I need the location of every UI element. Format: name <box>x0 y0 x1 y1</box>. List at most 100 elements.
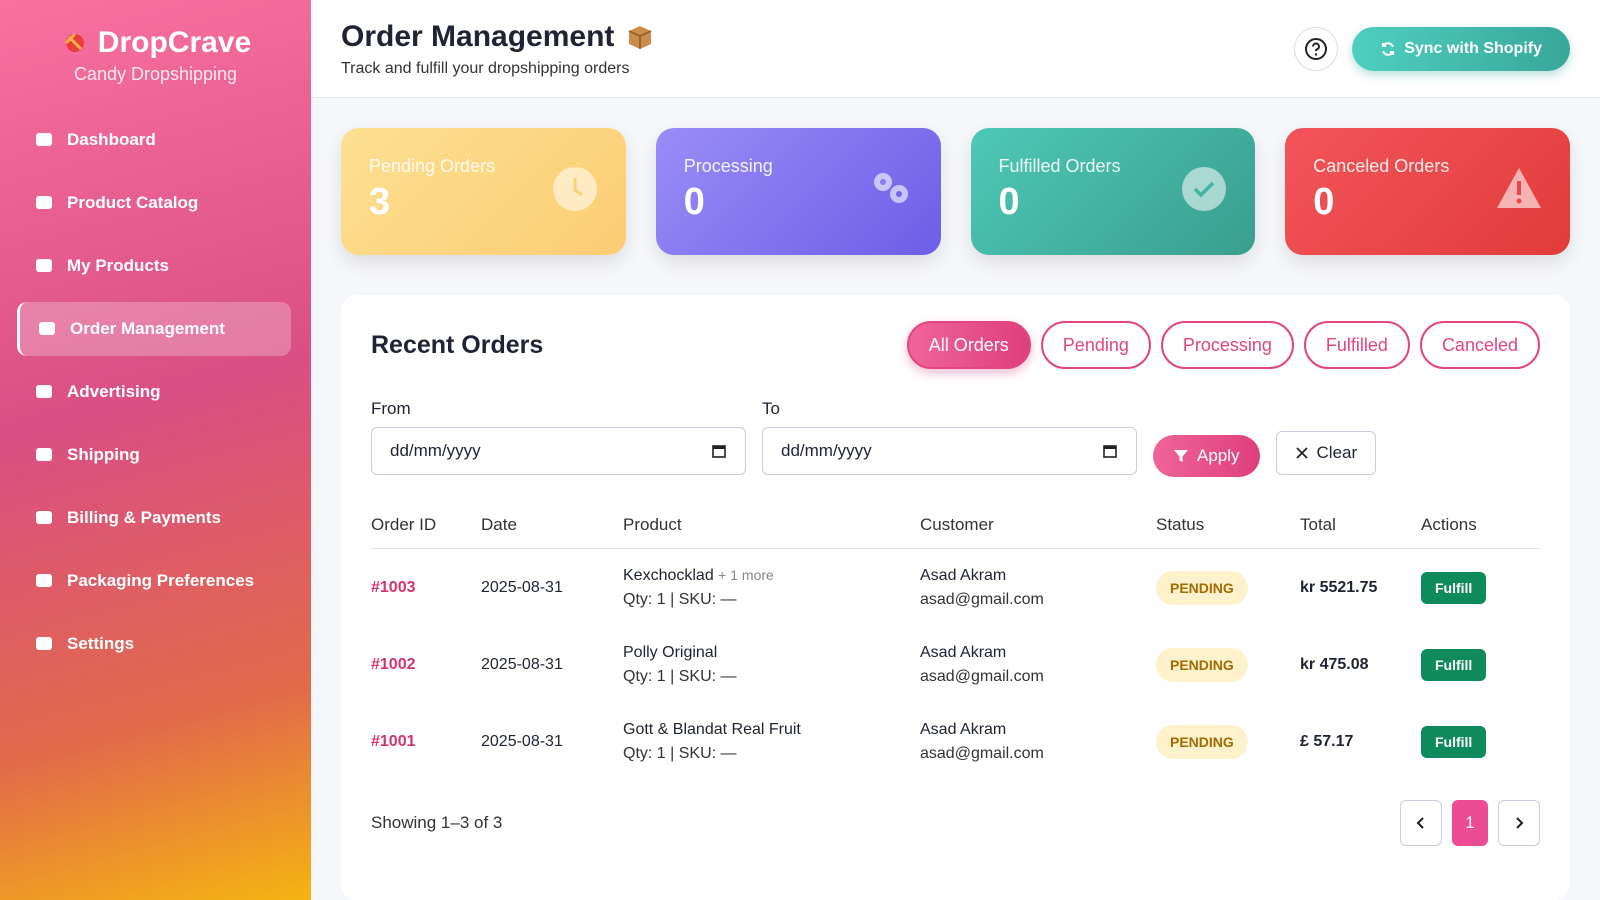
filter-button[interactable]: Pending <box>1040 321 1151 369</box>
to-label: To <box>762 399 780 418</box>
nav-label: Dashboard <box>67 130 156 149</box>
next-page[interactable] <box>1498 800 1540 846</box>
nav: Dashboard Product Catalog My Products Order… <box>0 113 311 671</box>
stat-label: Fulfilled Orders <box>998 156 1121 176</box>
order-row: #1003 2025-08-31 Kexchocklad + 1 more Qty: … <box>371 549 1540 626</box>
product-meta: Qty: 1 | SKU: — <box>623 744 737 762</box>
header: Order Management Track and fulfill your … <box>311 0 1600 98</box>
product-meta: Qty: 1 | SKU: — <box>623 590 737 608</box>
nav-label: Product Catalog <box>67 193 199 212</box>
from-field: From dd/mm/yyyy <box>371 399 746 475</box>
product-name: Polly Original <box>623 643 718 661</box>
showing-text: Showing 1–3 of 3 <box>371 813 503 832</box>
prev-page[interactable] <box>1400 800 1442 846</box>
from-input[interactable]: dd/mm/yyyy <box>371 427 746 475</box>
nav-label: Shipping <box>67 445 140 464</box>
actions-cell: Fulfill <box>1421 571 1540 604</box>
order-id[interactable]: #1002 <box>371 655 416 673</box>
header-text: Order Management Track and fulfill your … <box>341 20 654 78</box>
order-date: 2025-08-31 <box>481 655 563 673</box>
to-input[interactable]: dd/mm/yyyy <box>762 427 1137 475</box>
fulfill-button[interactable]: Fulfill <box>1421 725 1487 758</box>
customer-cell: Asad Akram asad@gmail.com <box>920 644 1156 686</box>
nav-label: Order Management <box>70 319 225 338</box>
filters: All Orders Pending Processing Fulfilled Canc… <box>906 321 1540 369</box>
order-id[interactable]: #1003 <box>371 578 416 596</box>
nav-item[interactable]: Shipping <box>17 428 291 482</box>
customer-email: asad@gmail.com <box>920 590 1044 608</box>
product-line: Gott & Blandat Real Fruit <box>623 721 920 739</box>
column-header: Actions <box>1421 514 1477 534</box>
product-line: Kexchocklad + 1 more <box>623 567 920 585</box>
from-placeholder: dd/mm/yyyy <box>390 441 481 460</box>
fulfill-button[interactable]: Fulfill <box>1421 571 1487 604</box>
current-page[interactable]: 1 <box>1452 800 1488 846</box>
stat-card: Fulfilled Orders 0 <box>970 128 1256 255</box>
product-name: Gott & Blandat Real Fruit <box>623 720 801 738</box>
order-row: #1001 2025-08-31 Gott & Blandat Real Fruit… <box>371 703 1540 780</box>
icon <box>36 385 52 398</box>
brand-icon <box>64 32 84 52</box>
order-date: 2025-08-31 <box>481 578 563 596</box>
nav-item[interactable]: Order Management <box>17 302 291 356</box>
column-header: Status <box>1156 514 1205 534</box>
stat-label: Canceled Orders <box>1313 156 1450 176</box>
table-body: #1003 2025-08-31 Kexchocklad + 1 more Qty: … <box>371 549 1540 780</box>
stat-card: Pending Orders 3 <box>341 128 626 255</box>
filter-button[interactable]: Fulfilled <box>1303 321 1410 369</box>
pagination: 1 <box>1400 800 1540 846</box>
fulfill-button[interactable]: Fulfill <box>1421 648 1487 681</box>
table-header: Order ID Date Product Customer Status Total Ac… <box>371 501 1540 549</box>
clear-button[interactable]: Clear <box>1275 431 1377 475</box>
nav-item[interactable]: My Products <box>17 239 291 293</box>
order-id[interactable]: #1001 <box>371 732 416 750</box>
page-title: Order Management <box>341 19 615 53</box>
actions-cell: Fulfill <box>1421 648 1540 681</box>
sync-icon <box>1382 41 1395 56</box>
clear-icon <box>1295 447 1308 459</box>
brand-name: DropCrave <box>97 26 252 59</box>
orders-title: Recent Orders <box>371 330 544 359</box>
customer-email: asad@gmail.com <box>920 667 1044 685</box>
apply-button[interactable]: Apply <box>1153 435 1260 477</box>
nav-item[interactable]: Dashboard <box>17 113 291 167</box>
product-cell: Kexchocklad + 1 more Qty: 1 | SKU: — <box>623 567 920 609</box>
nav-item[interactable]: Packaging Preferences <box>17 554 291 608</box>
box-icon <box>629 25 652 49</box>
next-icon <box>1516 817 1524 829</box>
stat-value: 0 <box>998 181 1020 223</box>
customer-name: Asad Akram <box>920 643 1007 661</box>
column-header: Total <box>1300 514 1336 534</box>
from-label: From <box>371 399 411 418</box>
stat-label: Processing <box>683 156 773 176</box>
nav-item[interactable]: Billing & Payments <box>17 491 291 545</box>
calendar-icon <box>1103 445 1117 458</box>
status-cell: PENDING <box>1156 647 1300 682</box>
order-row: #1002 2025-08-31 Polly Original Qty: 1 | SK… <box>371 626 1540 703</box>
clear-label: Clear <box>1316 443 1358 462</box>
icon <box>36 259 52 272</box>
apply-label: Apply <box>1197 446 1240 465</box>
filter-button[interactable]: All Orders <box>906 321 1031 369</box>
page-subtitle: Track and fulfill your dropshipping orde… <box>341 59 630 77</box>
filter-button[interactable]: Canceled <box>1419 321 1540 369</box>
customer-email: asad@gmail.com <box>920 744 1044 762</box>
nav-item[interactable]: Advertising <box>17 365 291 419</box>
customer-cell: Asad Akram asad@gmail.com <box>920 567 1156 609</box>
help-icon <box>1305 37 1328 60</box>
help-button[interactable] <box>1294 26 1339 71</box>
to-placeholder: dd/mm/yyyy <box>781 441 872 460</box>
stat-card: Processing 0 <box>655 128 941 255</box>
sync-button[interactable]: Sync with Shopify <box>1352 26 1570 71</box>
stat-value: 0 <box>683 181 705 223</box>
filter-button[interactable]: Processing <box>1160 321 1294 369</box>
nav-item[interactable]: Product Catalog <box>17 176 291 230</box>
brand: DropCrave <box>0 26 311 60</box>
stat-value: 0 <box>1313 181 1335 223</box>
nav-item[interactable]: Settings <box>17 617 291 671</box>
order-total: £ 57.17 <box>1300 732 1354 750</box>
nav-label: Advertising <box>67 382 161 401</box>
customer-name: Asad Akram <box>920 566 1007 584</box>
icon <box>36 574 52 587</box>
